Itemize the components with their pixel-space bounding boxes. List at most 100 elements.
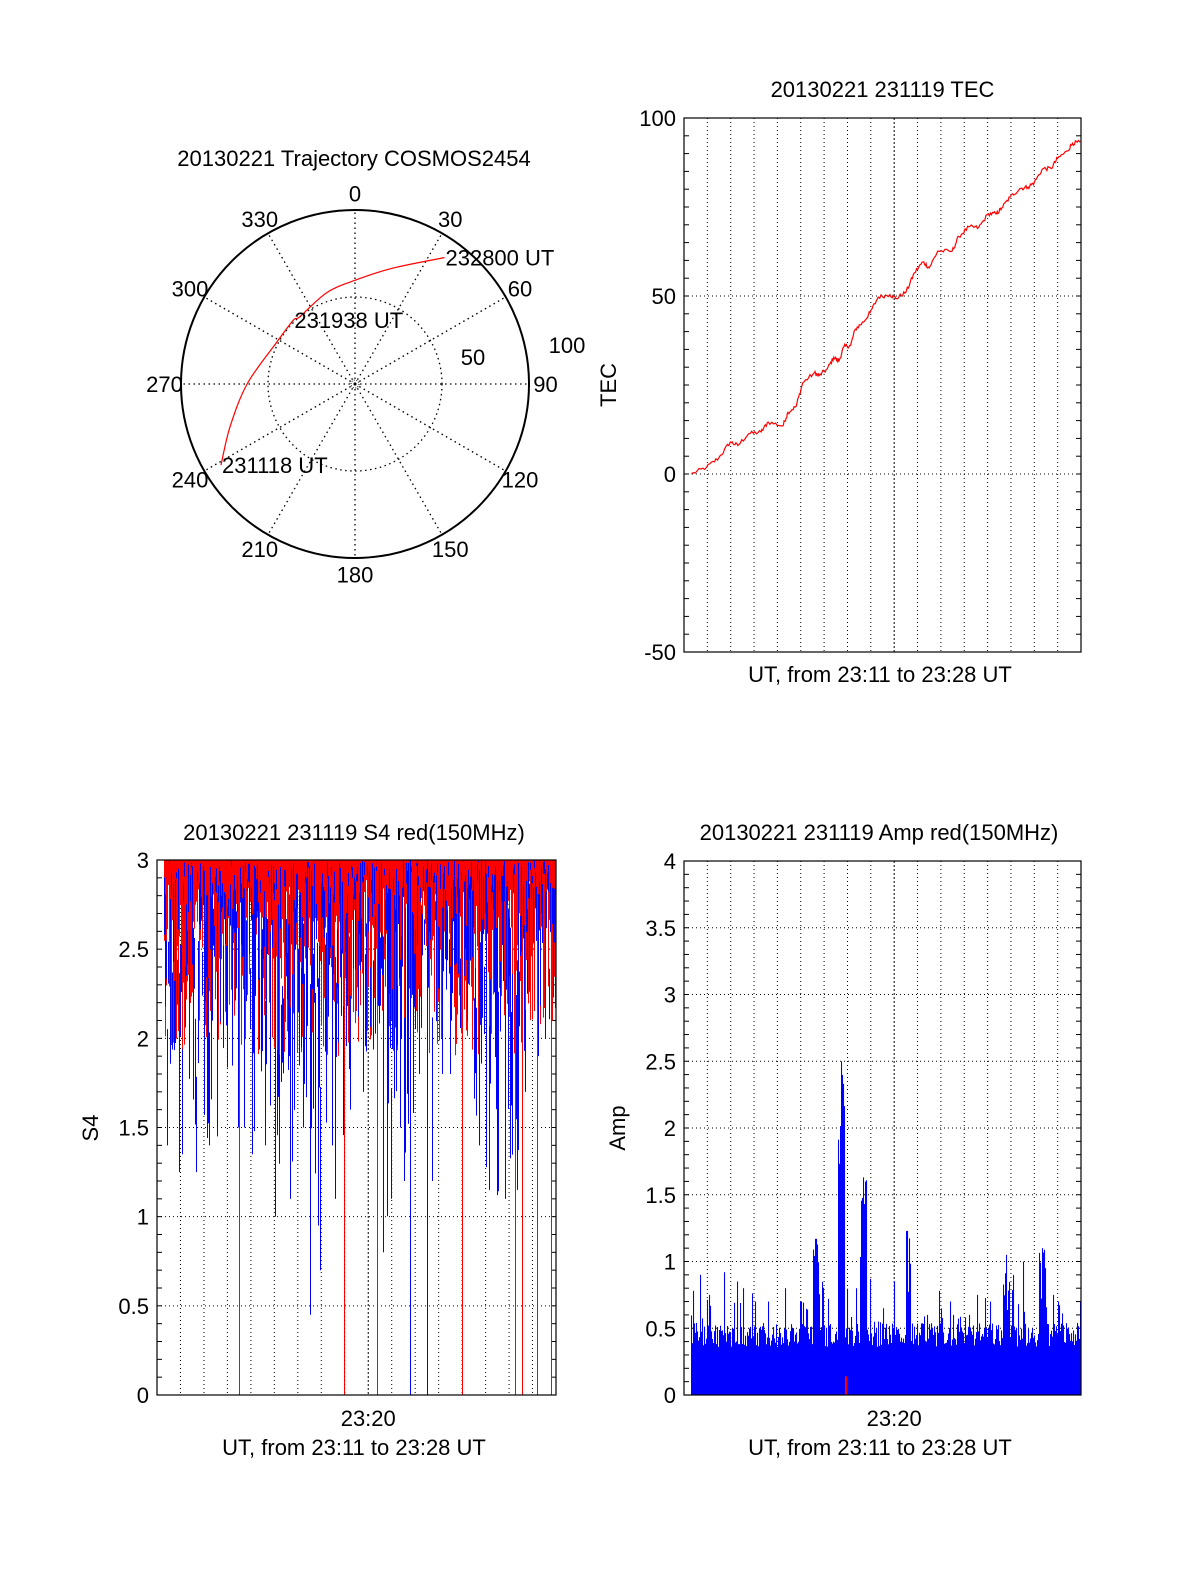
amp-bar (982, 1333, 984, 1395)
amp-bar (818, 1262, 820, 1395)
amp-bar (915, 1338, 917, 1395)
y-tick-label: 4 (664, 849, 676, 874)
amp-bar (1035, 1342, 1037, 1395)
trajectory-time-label: 231118 UT (222, 453, 328, 478)
amp-bar (1053, 1294, 1055, 1395)
amp-bar (977, 1294, 979, 1395)
amp-bar (979, 1323, 981, 1395)
amp-bar (771, 1340, 773, 1395)
y-tick-label: 100 (639, 106, 676, 131)
chart-title: 20130221 231119 TEC (771, 77, 995, 102)
amp-bar (829, 1325, 831, 1395)
amp-bar (793, 1328, 795, 1395)
polar-center (350, 379, 360, 389)
polar-angle-label: 0 (349, 181, 361, 206)
amp-bar (1072, 1341, 1074, 1395)
amp-bar (882, 1323, 884, 1395)
amp-bar (851, 1316, 853, 1395)
amp-bar (1039, 1252, 1041, 1395)
amp-bar (892, 1323, 894, 1395)
amp-bar (854, 1343, 856, 1395)
amp-bar (986, 1327, 988, 1395)
y-tick-label: 1.5 (645, 1183, 676, 1208)
polar-spoke (354, 383, 443, 536)
amp-bar (839, 1163, 841, 1395)
amp-bar (857, 1324, 859, 1395)
polar-outer-ring (180, 209, 530, 559)
amp-bar (745, 1335, 747, 1395)
amp-bar (1032, 1328, 1034, 1395)
amp-bar (985, 1297, 987, 1395)
amp-bar (772, 1334, 774, 1395)
amp-bar (919, 1332, 921, 1395)
amp-bar (949, 1328, 951, 1395)
amp-bar (955, 1339, 957, 1395)
amp-bar (719, 1329, 721, 1395)
amp-bar (754, 1326, 756, 1395)
y-tick-label: 1.5 (118, 1116, 149, 1141)
amp-bar (1045, 1268, 1047, 1395)
amp-bar (877, 1346, 879, 1395)
amp-bar (846, 1328, 848, 1395)
amp-bar (959, 1331, 961, 1395)
amp-bar (708, 1325, 710, 1395)
amp-bar (940, 1323, 942, 1395)
amp-bar (780, 1333, 782, 1395)
amp-bar (795, 1334, 797, 1395)
amp-bar (746, 1346, 748, 1395)
amp-bar (720, 1325, 722, 1395)
amp-bar (909, 1238, 911, 1395)
amp-bar (880, 1322, 882, 1395)
amp-bar (1021, 1328, 1023, 1395)
amp-bar (1026, 1345, 1028, 1395)
amp-bar (912, 1323, 914, 1395)
amp-bar (923, 1323, 925, 1395)
amp-bar (775, 1342, 777, 1395)
polar-angle-label: 270 (146, 372, 183, 397)
amp-bar (941, 1308, 943, 1395)
amp-bar (889, 1325, 891, 1395)
amp-bar (988, 1328, 990, 1395)
amp-bar (962, 1331, 964, 1395)
amp-bar (744, 1344, 746, 1395)
amp-bar (1022, 1338, 1024, 1395)
amp-bar (728, 1333, 730, 1395)
amp-bar (1077, 1322, 1079, 1395)
amp-bar (964, 1342, 966, 1395)
amp-bar (932, 1328, 934, 1395)
amp-bar (695, 1332, 697, 1395)
amp-bar (1049, 1346, 1051, 1395)
amp-bar (756, 1345, 758, 1395)
amp-bar (1025, 1323, 1027, 1395)
amp-bar (855, 1335, 857, 1395)
amp-bar (788, 1345, 790, 1395)
amp-bar (992, 1323, 994, 1395)
amp-bar (1028, 1328, 1030, 1395)
amp-bar (782, 1337, 784, 1395)
amp-bar (700, 1274, 702, 1395)
amp-bar (957, 1324, 959, 1395)
amp-bar (837, 1339, 839, 1395)
amp-bar (907, 1230, 909, 1395)
amp-bar (856, 1288, 858, 1395)
amp-bar (809, 1339, 811, 1395)
y-tick-label: 0 (664, 1383, 676, 1408)
amp-bar (692, 1343, 694, 1395)
trajectory-time-label: 231938 UT (294, 308, 403, 333)
amp-bar (890, 1334, 892, 1395)
amp-bar (927, 1314, 929, 1395)
amp-bar (973, 1325, 975, 1395)
amp-bar (761, 1329, 763, 1395)
trajectory-time-label: 232800 UT (445, 246, 554, 271)
amp-bar (920, 1335, 922, 1395)
amp-bar (991, 1330, 993, 1395)
amp-bar (779, 1327, 781, 1395)
amp-bar (759, 1328, 761, 1395)
amp-bar (861, 1200, 863, 1395)
amp-bar (1074, 1345, 1076, 1395)
amp-bar (1030, 1338, 1032, 1395)
tec-line (691, 139, 1081, 475)
amp-bar (954, 1338, 956, 1395)
amp-bar (887, 1339, 889, 1395)
